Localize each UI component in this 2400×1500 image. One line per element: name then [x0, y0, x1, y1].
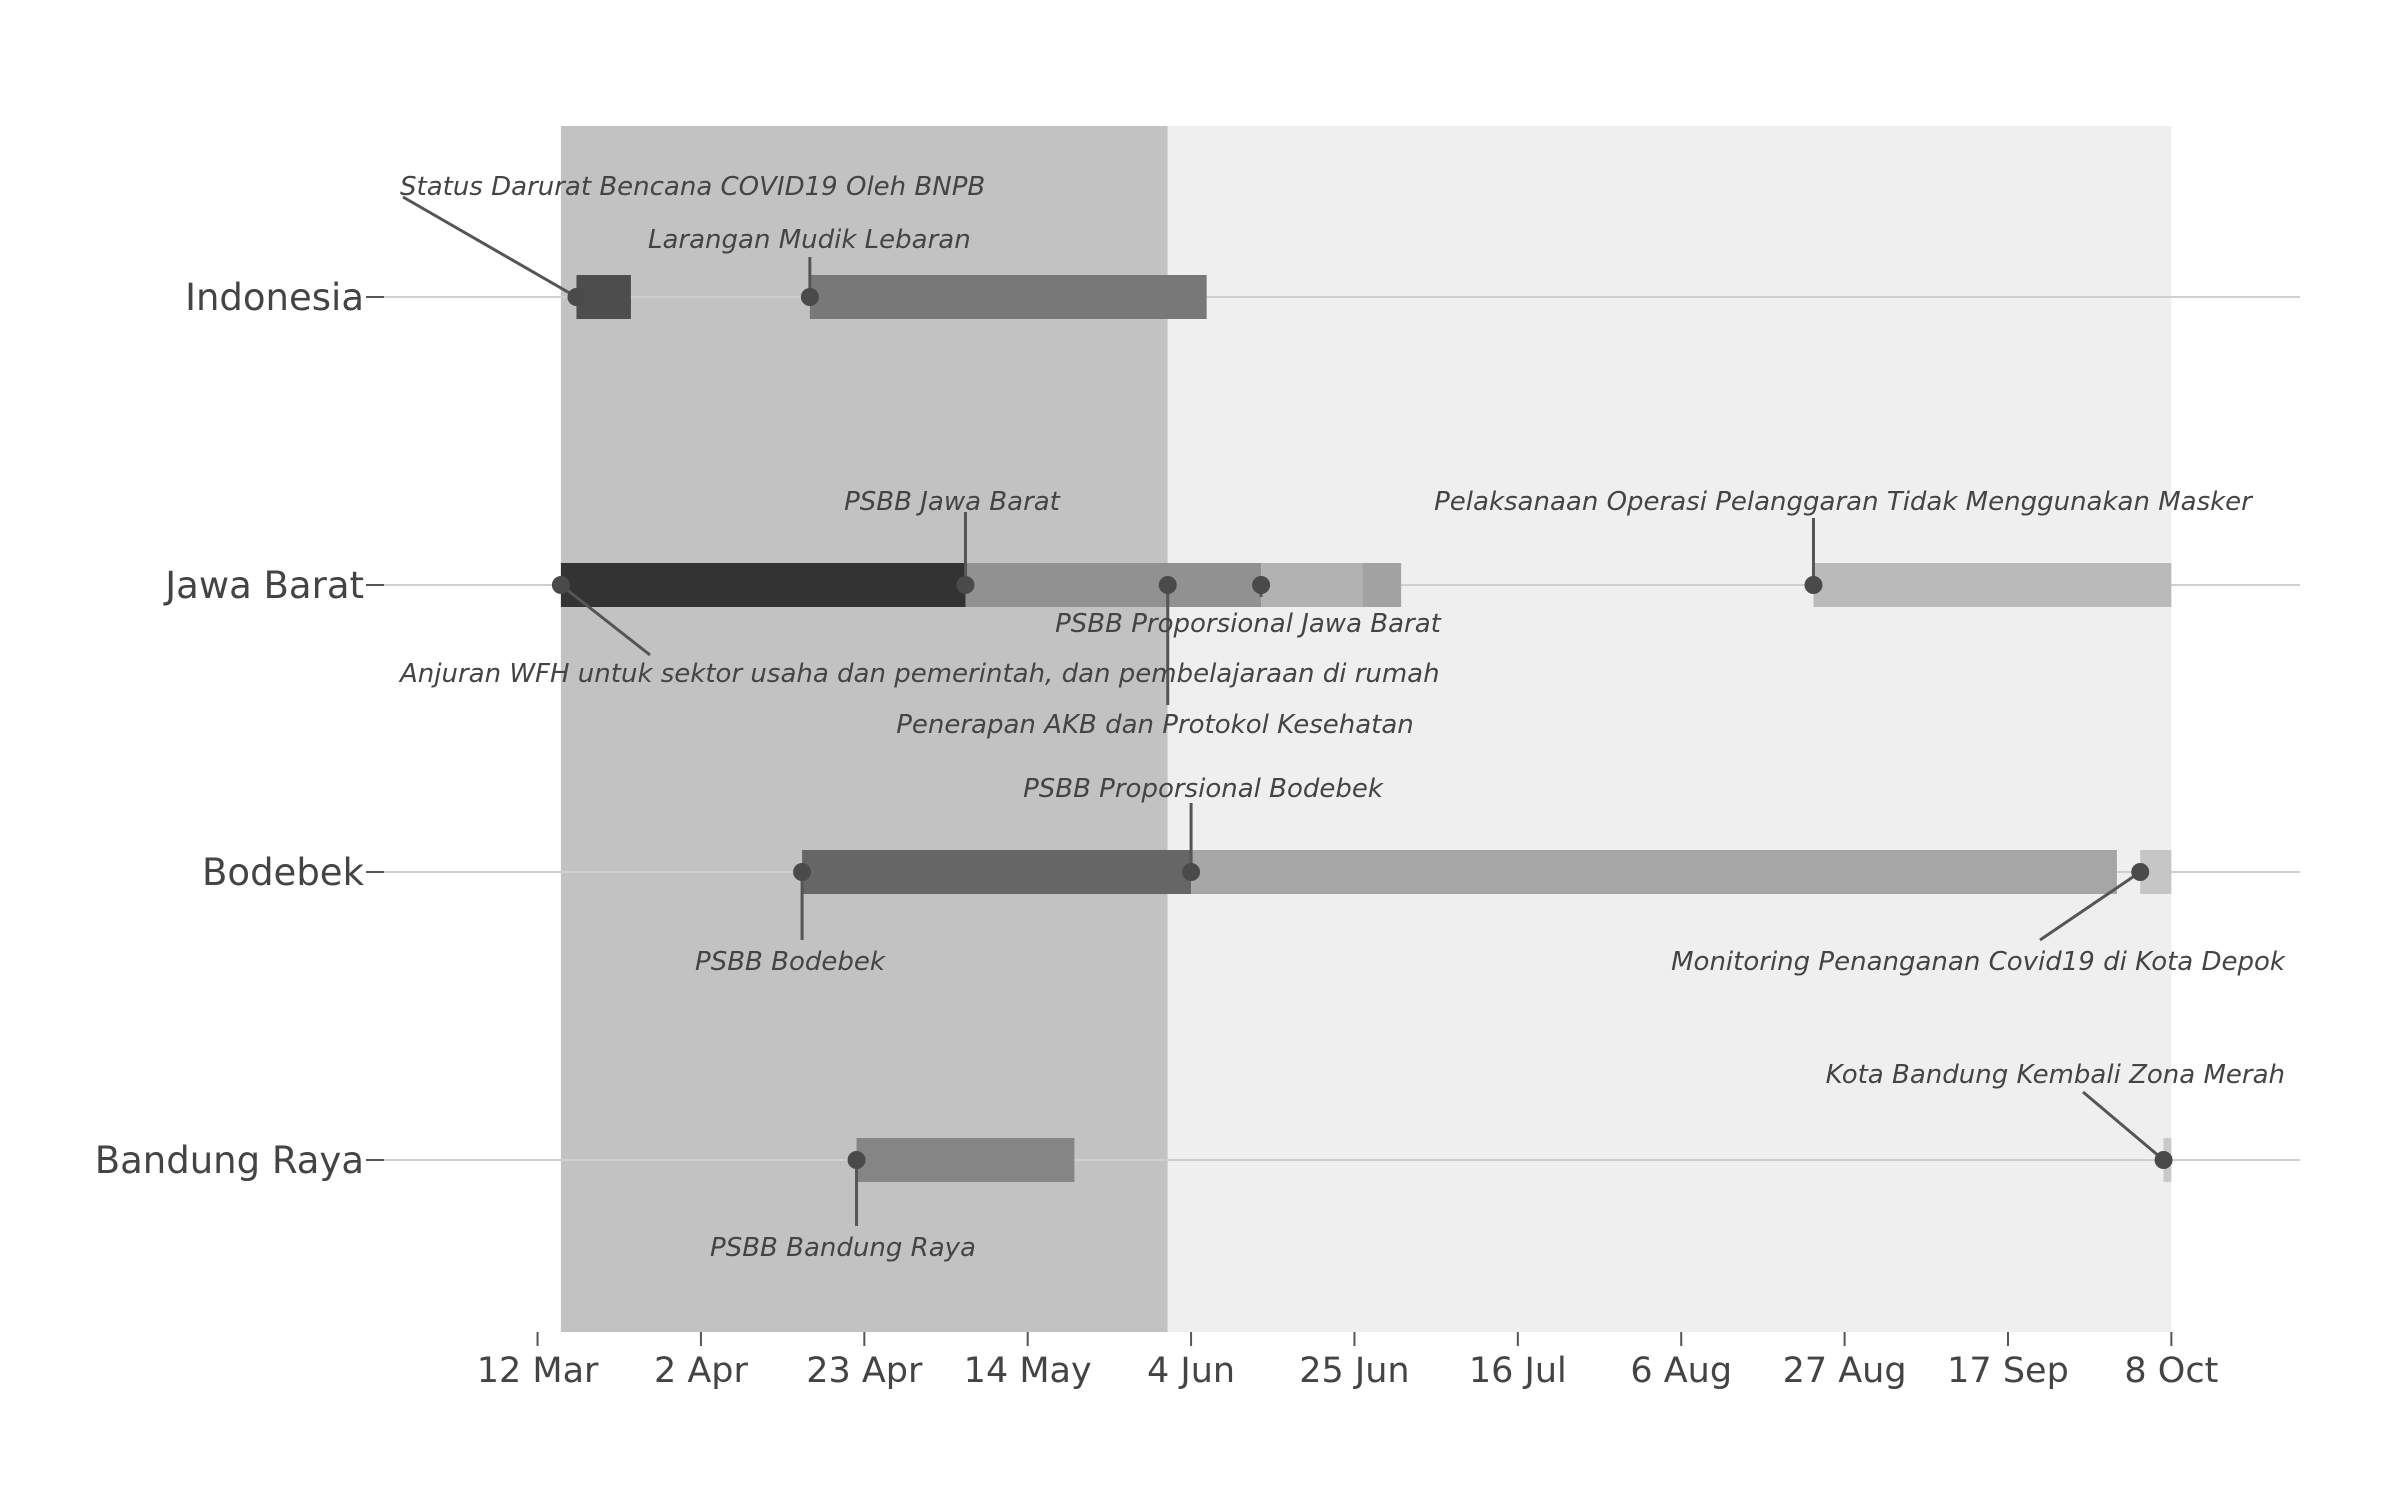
- x-axis: 12 Mar 2 Apr 23 Apr 14 May 4 Jun 25 Jun 16 Jul…: [477, 1332, 2218, 1391]
- event-marker-psbb-proporsional-bodebek: [1182, 863, 1201, 881]
- shaded-period-2: [1167, 126, 2172, 1332]
- annotation-psbb-proporsional-bodebek: PSBB Proporsional Bodebek: [1023, 774, 1384, 804]
- x-tick-label-12-mar: 12 Mar: [477, 1351, 599, 1391]
- annotation-penerapan-akb-dan-protokol-kesehatan: Penerapan AKB dan Protokol Kesehatan: [896, 710, 1414, 740]
- x-tick-label-27-aug: 27 Aug: [1783, 1351, 1907, 1391]
- annotation-kota-bandung-kembali-zona-merah: Kota Bandung Kembali Zona Merah: [1826, 1060, 2285, 1090]
- bar-bodebek-9: [1191, 850, 2117, 894]
- bar-indonesia-2: [809, 275, 1207, 319]
- annotation-psbb-proporsional-jawa-barat: PSBB Proporsional Jawa Barat: [1055, 609, 1442, 639]
- x-tick-label-8-oct: 8 Oct: [2124, 1351, 2218, 1391]
- x-tick-label-23-apr: 23 Apr: [806, 1351, 923, 1391]
- category-label-jawa-barat: Jawa Barat: [163, 564, 364, 607]
- bar-bodebek-8: [802, 850, 1192, 894]
- category-label-indonesia: Indonesia: [185, 276, 364, 319]
- event-markers: [551, 288, 2173, 1169]
- category-label-bodebek: Bodebek: [202, 851, 365, 894]
- category-axis: Indonesia Jawa Barat Bodebek Bandung Raya: [95, 276, 384, 1182]
- leader-line-status-darurat-bencana-covid19-oleh-bnpb: [402, 195, 578, 299]
- annotation-larangan-mudik-lebaran: Larangan Mudik Lebaran: [648, 225, 971, 255]
- x-tick-label-2-apr: 2 Apr: [654, 1351, 749, 1391]
- event-marker-psbb-bandung-raya: [847, 1151, 866, 1169]
- event-marker-anjuran-wfh-untuk-sektor-usaha-dan-pemerintah-dan-pembelajaraan-di-rumah: [551, 576, 570, 594]
- event-marker-psbb-jawa-barat: [956, 576, 975, 594]
- period-bars: [560, 275, 2172, 1182]
- bar-jawa-barat-4: [965, 563, 1262, 607]
- bar-jawa-barat-3: [560, 563, 966, 607]
- annotation-psbb-bandung-raya: PSBB Bandung Raya: [710, 1233, 976, 1263]
- event-marker-psbb-proporsional-jawa-barat: [1252, 576, 1271, 594]
- annotation-monitoring-penanganan-covid19-di-kota-depok: Monitoring Penanganan Covid19 di Kota De…: [1671, 947, 2286, 977]
- annotation-psbb-jawa-barat: PSBB Jawa Barat: [844, 487, 1061, 517]
- annotation-anjuran-wfh-untuk-sektor-usaha-dan-pemerintah-dan-pembelajaraan-di-rumah: Anjuran WFH untuk sektor usaha dan pemer…: [398, 659, 1440, 689]
- leader-line-kota-bandung-kembali-zona-merah: [2082, 1090, 2165, 1162]
- leader-line-monitoring-penanganan-covid19-di-kota-depok: [2039, 870, 2142, 942]
- bar-bandung-raya-11: [856, 1138, 1075, 1182]
- annotation-leaders: [402, 195, 2165, 1226]
- event-marker-penerapan-akb-dan-protokol-kesehatan: [1158, 576, 1177, 594]
- x-tick-label-4-jun: 4 Jun: [1147, 1351, 1235, 1391]
- event-marker-status-darurat-bencana-covid19-oleh-bnpb: [567, 288, 586, 306]
- shaded-periods: [560, 126, 2172, 1332]
- event-marker-psbb-bodebek: [793, 863, 812, 881]
- x-tick-label-17-sep: 17 Sep: [1947, 1351, 2069, 1391]
- bar-jawa-barat-5: [1261, 563, 1363, 607]
- annotation-pelaksanaan-operasi-pelanggaran-tidak-menggunakan-masker: Pelaksanaan Operasi Pelanggaran Tidak Me…: [1434, 487, 2254, 517]
- x-tick-label-25-jun: 25 Jun: [1299, 1351, 1409, 1391]
- annotation-labels: Status Darurat Bencana COVID19 Oleh BNPB…: [398, 172, 2286, 1263]
- bar-indonesia-1: [576, 275, 631, 319]
- leader-line-anjuran-wfh-untuk-sektor-usaha-dan-pemerintah-dan-pembelajaraan-di-rumah: [559, 583, 651, 657]
- event-marker-larangan-mudik-lebaran: [800, 288, 819, 306]
- bar-jawa-barat-6: [1362, 563, 1402, 607]
- x-tick-label-16-jul: 16 Jul: [1469, 1351, 1567, 1391]
- x-tick-label-6-aug: 6 Aug: [1630, 1351, 1732, 1391]
- bar-jawa-barat-7: [1813, 563, 2172, 607]
- category-label-bandung-raya: Bandung Raya: [95, 1139, 364, 1182]
- annotation-status-darurat-bencana-covid19-oleh-bnpb: Status Darurat Bencana COVID19 Oleh BNPB: [400, 172, 985, 202]
- event-marker-pelaksanaan-operasi-pelanggaran-tidak-menggunakan-masker: [1804, 576, 1823, 594]
- x-tick-label-14-may: 14 May: [964, 1351, 1092, 1391]
- event-marker-kota-bandung-kembali-zona-merah: [2154, 1151, 2173, 1169]
- shaded-period-1: [560, 126, 1168, 1332]
- event-marker-monitoring-penanganan-covid19-di-kota-depok: [2131, 863, 2150, 881]
- annotation-psbb-bodebek: PSBB Bodebek: [695, 947, 886, 977]
